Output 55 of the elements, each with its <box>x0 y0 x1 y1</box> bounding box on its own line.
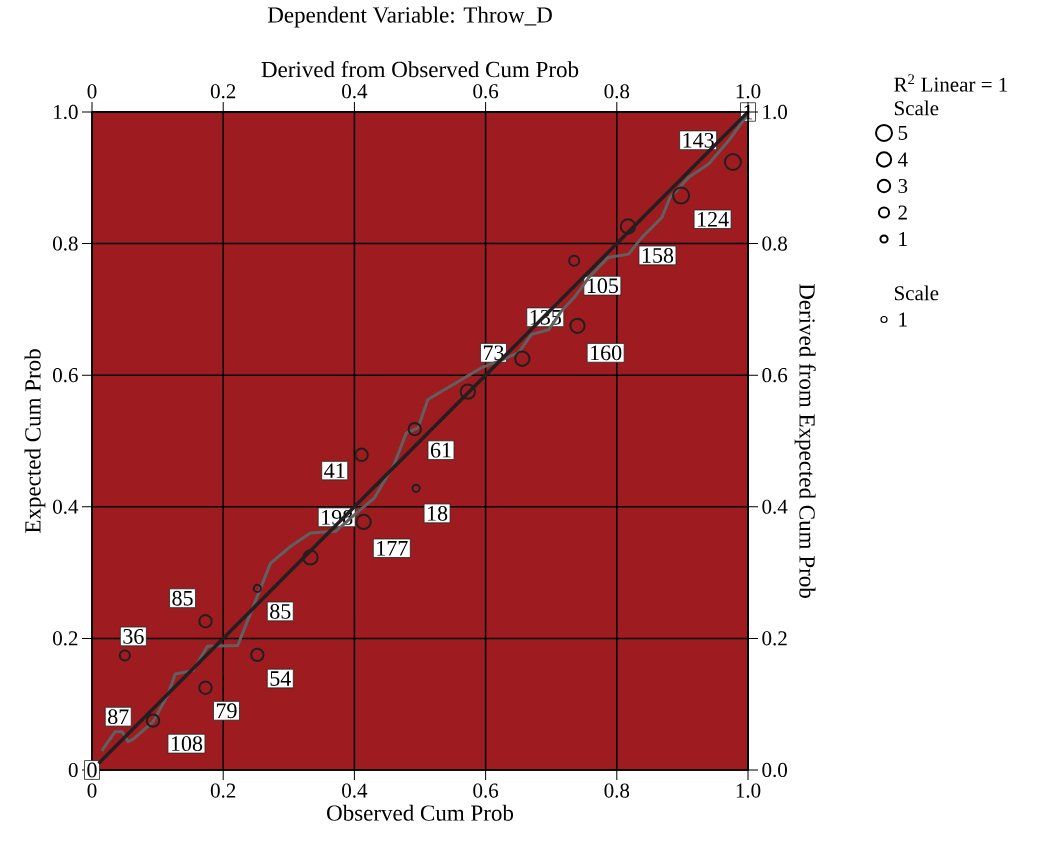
annotation: 87 <box>108 709 129 725</box>
x2-tick-label: 0.4 <box>342 84 368 99</box>
text: R$^{2}$ Linear = 1 <box>894 74 1008 92</box>
annotation: 158 <box>642 248 674 263</box>
x-tick-label: 0.2 <box>210 783 236 798</box>
annotation: 85 <box>270 603 291 619</box>
x-axis-title: Observed Cum Prob <box>327 804 514 821</box>
x-tick-label: 1.0 <box>736 783 761 798</box>
y2-tick-label: 1.0 <box>763 104 787 120</box>
y2-tick-label: 0.6 <box>762 368 788 383</box>
y-tick-label: 0.2 <box>53 631 78 646</box>
x2-tick-label: 0.6 <box>473 84 499 99</box>
y2-axis-title: Derived from Expected Cum Prob <box>794 283 816 598</box>
annotation: 160 <box>591 345 622 361</box>
text: Scale <box>894 285 939 301</box>
annotation: 79 <box>216 703 237 719</box>
y-tick-label: 0 <box>68 762 78 778</box>
y-tick-label: 0.6 <box>53 368 78 383</box>
chart-title: Dependent Variable: Throw_D <box>267 6 552 28</box>
x2-tick-label: 0.8 <box>604 84 630 99</box>
text: 1 <box>899 312 907 327</box>
annotation: 85 <box>172 590 193 606</box>
y-tick-label: 0.8 <box>53 236 78 251</box>
y-tick-label: 0.4 <box>53 499 79 514</box>
legend-label: 2 <box>898 205 907 220</box>
y-axis-title: Expected Cum Prob <box>24 349 46 533</box>
annotation: 177 <box>377 540 408 556</box>
annotation: 41 <box>324 463 345 478</box>
x-tick-label: 0.6 <box>473 783 499 798</box>
annotation: 54 <box>270 671 291 686</box>
legend-label: 4 <box>897 152 908 167</box>
x-tick-label: 0.4 <box>342 783 368 798</box>
annotation: 0 <box>87 762 97 778</box>
y2-tick-label: 0.4 <box>762 499 788 514</box>
x2-tick-label: 0 <box>87 84 97 99</box>
x2-axis-title: Derived from Observed Cum Prob <box>261 60 579 78</box>
annotation: 105 <box>587 278 619 294</box>
legend-label: 5 <box>898 126 908 140</box>
x2-tick-label: 0.2 <box>210 84 236 99</box>
annotation: 108 <box>171 736 203 752</box>
legend-label: 3 <box>898 178 908 194</box>
y-tick-label: 1.0 <box>54 104 78 120</box>
annotation: 18 <box>427 505 448 521</box>
annotation: 124 <box>698 211 729 227</box>
annotation: 143 <box>683 132 714 148</box>
y2-tick-label: 0.8 <box>762 236 787 251</box>
x-tick-label: 0 <box>87 783 97 798</box>
legend-title: Scale <box>894 100 939 116</box>
legend-label: 1 <box>899 232 907 246</box>
y2-tick-label: 0.0 <box>762 762 787 778</box>
annotation: 61 <box>430 442 451 458</box>
y2-tick-label: 0.2 <box>762 631 787 646</box>
x2-tick-label: 1.0 <box>736 84 761 99</box>
annotation: 36 <box>123 629 144 644</box>
x-tick-label: 0.8 <box>604 783 630 798</box>
